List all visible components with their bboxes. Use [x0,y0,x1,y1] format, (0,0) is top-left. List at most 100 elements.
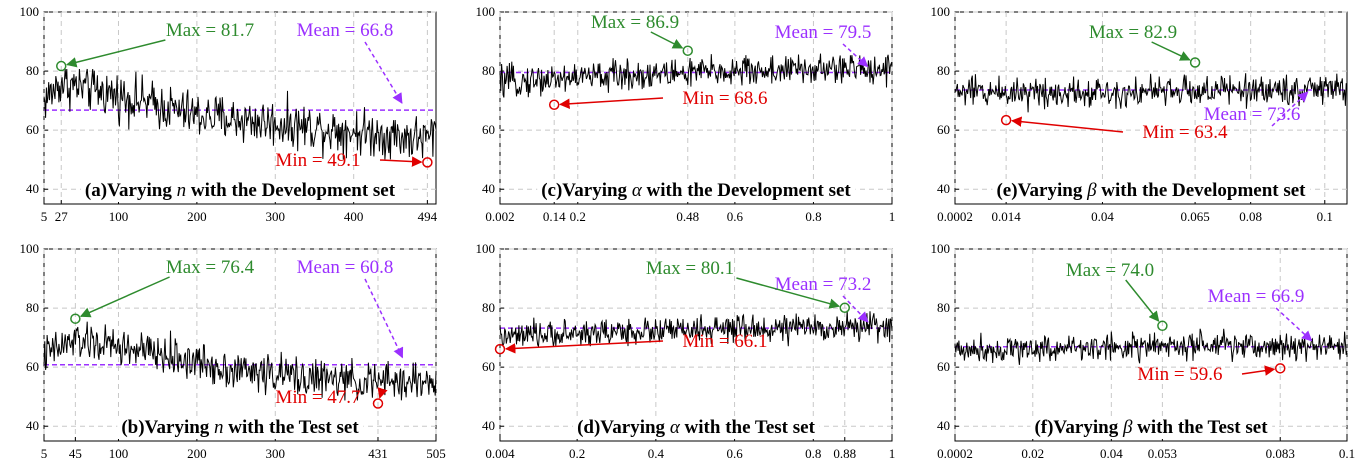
x-tick-label: 0.053 [1148,446,1177,461]
caption-suffix: with the Test set [224,417,360,438]
y-tick-label: 100 [20,241,40,256]
caption-suffix: with the Development set [186,180,396,201]
max-annotation-label: Max = 86.9 [591,12,679,33]
x-tick-label: 0.8 [805,209,821,224]
y-tick-label: 60 [482,359,495,374]
y-tick-label: 40 [26,181,39,196]
x-tick-label: 45 [69,446,82,461]
x-tick-label: 505 [426,446,446,461]
x-tick-label: 494 [418,209,438,224]
max-annotation-label: Max = 81.7 [166,20,254,41]
caption-variable: β [1122,417,1133,438]
y-tick-label: 80 [482,300,495,315]
y-tick-label: 60 [26,359,39,374]
x-tick-label: 300 [266,209,286,224]
y-tick-label: 100 [20,4,40,19]
min-annotation-label: Min = 59.6 [1137,364,1222,385]
x-tick-label: 200 [187,446,207,461]
x-tick-label: 0.1 [1317,209,1333,224]
y-tick-label: 100 [476,4,496,19]
x-tick-label: 0.04 [1100,446,1123,461]
x-tick-label: 300 [266,446,286,461]
caption-prefix: (d)Varying [577,417,670,438]
x-tick-label: 0.14 [543,209,566,224]
min-annotation-label: Min = 66.1 [682,331,767,352]
x-tick-label: 0.083 [1266,446,1295,461]
mean-annotation-label: Mean = 60.8 [297,257,394,278]
x-tick-label: 0.8 [805,446,821,461]
x-tick-label: 0.0002 [937,209,973,224]
x-tick-label: 0.88 [833,446,856,461]
x-tick-label: 0.004 [485,446,515,461]
x-tick-label: 0.04 [1091,209,1114,224]
max-annotation-label: Max = 76.4 [166,257,255,278]
min-annotation-label: Min = 63.4 [1142,122,1228,143]
caption-prefix: (e)Varying [996,180,1087,201]
caption-suffix: with the Test set [680,417,816,438]
caption-suffix: with the Test set [1132,417,1268,438]
x-tick-label: 0.0002 [937,446,973,461]
x-tick-label: 1 [889,446,896,461]
min-annotation-label: Min = 49.1 [275,150,360,171]
max-annotation-label: Max = 74.0 [1066,260,1154,281]
y-tick-label: 80 [937,63,950,78]
y-tick-label: 60 [937,122,950,137]
caption-variable: n [177,180,187,201]
x-tick-label: 0.2 [570,209,586,224]
y-tick-label: 60 [937,359,950,374]
x-tick-label: 100 [109,209,129,224]
x-tick-label: 431 [368,446,388,461]
caption-prefix: (f)Varying [1034,417,1123,438]
panel-f: 40 60 80 100 0.0002 0.02 0.04 0.053 0.083 0.1 Max … [931,241,1356,461]
x-tick-label: 0.6 [727,209,744,224]
y-tick-label: 40 [937,418,950,433]
x-tick-label: 0.4 [648,446,665,461]
x-tick-label: 0.6 [726,446,743,461]
y-tick-label: 80 [26,63,39,78]
x-tick-label: 0.02 [1021,446,1044,461]
y-tick-label: 100 [931,4,951,19]
mean-annotation-label: Mean = 79.5 [775,22,872,43]
caption-suffix: with the Development set [642,180,852,201]
y-tick-label: 80 [26,300,39,315]
x-tick-label: 0.002 [485,209,514,224]
caption-prefix: (c)Varying [541,180,632,201]
y-tick-label: 80 [937,300,950,315]
caption-prefix: (b)Varying [121,417,214,438]
caption-variable: β [1086,180,1097,201]
mean-annotation-label: Mean = 66.9 [1208,286,1305,307]
panel-caption: (f)Varying β with the Test set [1034,417,1268,438]
caption-prefix: (a)Varying [85,180,177,201]
y-tick-label: 40 [937,181,950,196]
min-annotation-label: Min = 47.7 [275,387,360,408]
x-tick-label: 1 [889,209,896,224]
y-tick-label: 100 [476,241,496,256]
x-tick-label: 27 [55,209,69,224]
y-tick-label: 60 [482,122,495,137]
caption-suffix: with the Development set [1097,180,1307,201]
max-annotation-label: Max = 80.1 [646,258,734,279]
panel-caption: (b)Varying n with the Test set [121,417,359,438]
y-tick-label: 40 [482,181,495,196]
x-tick-label: 0.065 [1180,209,1209,224]
panel-caption: (a)Varying n with the Development set [85,180,396,201]
x-tick-label: 0.014 [992,209,1022,224]
x-tick-label: 100 [109,446,129,461]
min-annotation-label: Min = 68.6 [682,88,767,109]
x-tick-label: 0.48 [676,209,699,224]
x-tick-label: 5 [41,209,48,224]
x-tick-label: 0.1 [1339,446,1355,461]
panel-caption: (c)Varying α with the Development set [541,180,851,201]
max-annotation-label: Max = 82.9 [1089,22,1177,43]
y-tick-label: 100 [931,241,951,256]
y-tick-label: 60 [26,122,39,137]
caption-variable: n [214,417,224,438]
panel-caption: (d)Varying α with the Test set [577,417,816,438]
